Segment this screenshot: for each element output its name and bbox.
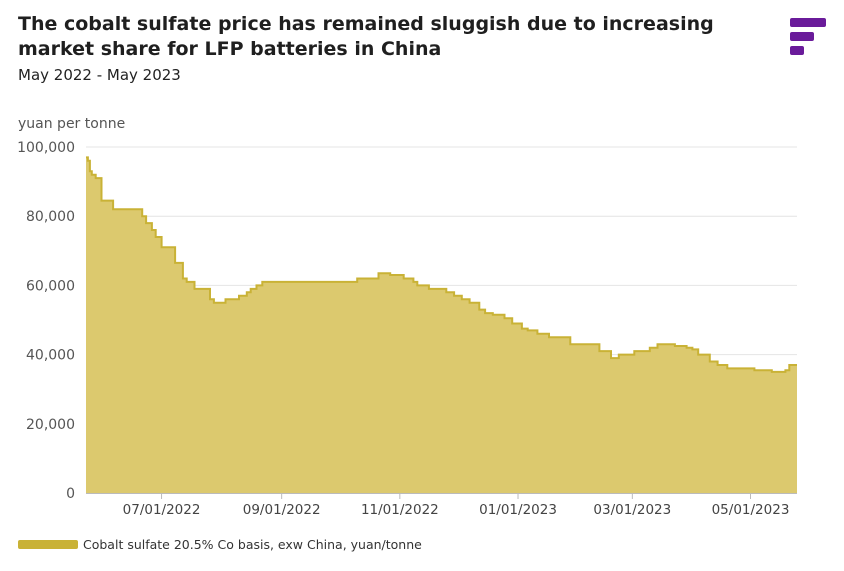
legend: Cobalt sulfate 20.5% Co basis, exw China… [18, 537, 422, 552]
page-title: The cobalt sulfate price has remained sl… [18, 13, 714, 60]
y-tick-label: 20,000 [26, 417, 75, 433]
x-tick-label: 11/01/2022 [361, 502, 439, 518]
x-tick-label: 07/01/2022 [123, 502, 201, 518]
x-tick-label: 01/01/2023 [479, 502, 557, 518]
brand-logo-icon [790, 18, 826, 58]
legend-label: Cobalt sulfate 20.5% Co basis, exw China… [83, 537, 422, 552]
y-tick-label: 0 [66, 486, 75, 502]
y-tick-label: 40,000 [26, 348, 75, 364]
y-tick-label: 100,000 [17, 140, 75, 156]
x-tick-label: 09/01/2022 [243, 502, 321, 518]
series-area [86, 157, 797, 493]
axes: 0 20,000 40,000 60,000 80,000 100,000 07/01/20… [17, 140, 797, 518]
series-line [86, 156, 797, 373]
y-tick-label: 80,000 [26, 209, 75, 225]
area-layer [86, 156, 797, 493]
y-tick-label: 60,000 [26, 278, 75, 294]
x-tick-label: 03/01/2023 [593, 502, 671, 518]
legend-swatch [18, 540, 78, 549]
y-axis-label: yuan per tonne [18, 116, 126, 132]
page-subtitle: May 2022 - May 2023 [18, 66, 181, 84]
x-tick-label: 05/01/2023 [712, 502, 790, 518]
